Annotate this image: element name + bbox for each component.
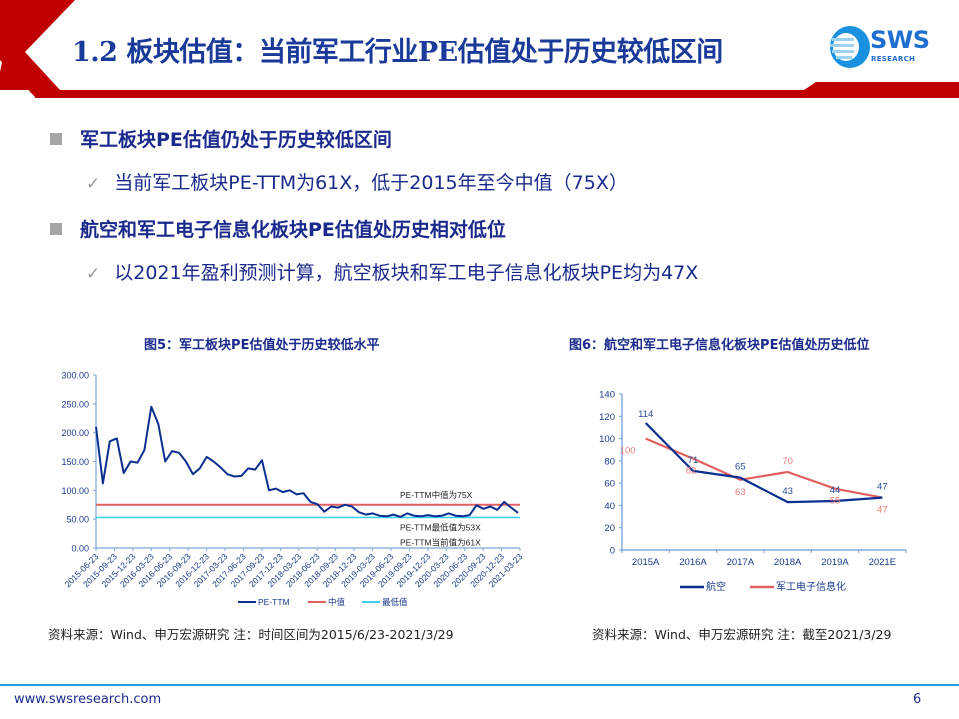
data-label: 47 [877,482,888,493]
bullet-1-text: 军工板块PE估值仍处于历史较低区间 [80,129,392,151]
data-label: 82 [686,466,697,477]
y-tick-label: 40 [604,501,615,512]
y-tick-label: 200.00 [61,428,89,438]
sws-logo: SWS RESEARCH [826,24,946,74]
y-tick-label: 0 [610,546,615,557]
y-tick-label: 300.00 [61,371,89,381]
min-annotation: PE-TTM最低值为53X [400,522,481,532]
check-icon: ✓ [86,264,101,284]
legend-label: 军工电子信息化 [776,580,846,593]
figure6-title: 图6：航空和军工电子信息化板块PE估值处历史低位 [569,338,870,353]
data-label: 65 [735,462,746,473]
y-tick-label: 150.00 [61,457,89,467]
data-label: 114 [638,409,653,420]
square-bullet-icon [50,133,62,145]
bullet-2-text: 航空和军工电子信息化板块PE估值处历史相对低位 [80,219,506,241]
page-number: 6 [913,692,922,707]
x-tick-label: 2018A [774,557,802,568]
pe-ttm-line [95,405,519,518]
y-tick-label: 80 [604,456,615,467]
figure5-source-note: 资料来源：Wind、申万宏源研究 注：时间区间为2015/6/23-2021/3… [48,627,454,642]
header-chevron-decoration [0,0,959,98]
legend-label: 中值 [328,597,346,607]
x-tick-label: 2017A [727,557,755,568]
figure5-line-chart: 0.0050.00100.00150.00200.00250.00300.002… [61,371,524,608]
y-tick-label: 50.00 [66,515,89,525]
y-tick-label: 100.00 [61,486,89,496]
data-label: 71 [688,455,699,466]
y-tick-label: 20 [604,523,615,534]
data-label: 70 [782,456,793,467]
x-tick-label: 2021E [869,557,896,568]
y-tick-label: 140 [599,390,615,401]
check-icon: ✓ [86,174,101,194]
sub-bullet-2-text: 以2021年盈利预测计算，航空板块和军工电子信息化板块PE均为47X [114,262,699,284]
data-label: 100 [620,446,636,457]
x-tick-label: 2015A [632,557,660,568]
current-annotation: PE-TTM当前值为61X [400,537,481,547]
sws-globe-icon [830,26,870,68]
y-tick-label: 60 [604,479,615,490]
data-label: 43 [782,486,793,497]
bullet-1: 军工板块PE估值仍处于历史较低区间 [50,125,392,152]
data-label: 55 [830,496,841,507]
logo-text: SWS [870,26,930,54]
data-label: 47 [877,505,888,516]
data-label: 44 [830,485,841,496]
figure6-line-chart: 0 20 40 60 80 100 120 140 2015A 2016A 2017A 2018A 20… [599,390,907,593]
data-label: 63 [735,487,746,498]
aviation-line [644,422,883,504]
sub-bullet-1: ✓ 当前军工板块PE-TTM为61X，低于2015年至今中值（75X） [86,168,628,195]
figure5-title: 图5：军工板块PE估值处于历史较低水平 [144,338,380,353]
figure6-source-note: 资料来源：Wind、申万宏源研究 注：截至2021/3/29 [592,627,892,642]
footer-divider [0,684,959,686]
y-tick-label: 0.00 [71,544,89,554]
legend-label: PE-TTM [258,597,290,607]
y-tick-label: 100 [599,434,615,445]
logo-subtext: RESEARCH [871,55,916,63]
x-tick-label: 2019A [821,557,849,568]
x-tick-label: 2016A [679,557,707,568]
median-annotation: PE-TTM中值为75X [400,490,473,500]
y-tick-label: 250.00 [61,399,89,409]
sub-bullet-1-text: 当前军工板块PE-TTM为61X，低于2015年至今中值（75X） [114,172,628,194]
bullet-2: 航空和军工电子信息化板块PE估值处历史相对低位 [50,215,506,242]
military-electronics-line [645,437,883,499]
square-bullet-icon [50,223,62,235]
page-title: 1.2 板块估值：当前军工行业PE估值处于历史较低区间 [72,37,723,68]
legend-label: 航空 [706,580,726,593]
sub-bullet-2: ✓ 以2021年盈利预测计算，航空板块和军工电子信息化板块PE均为47X [86,258,698,285]
footer-url[interactable]: www.swsresearch.com [14,692,162,707]
legend-label: 最低值 [382,597,408,607]
y-tick-label: 120 [599,412,615,423]
